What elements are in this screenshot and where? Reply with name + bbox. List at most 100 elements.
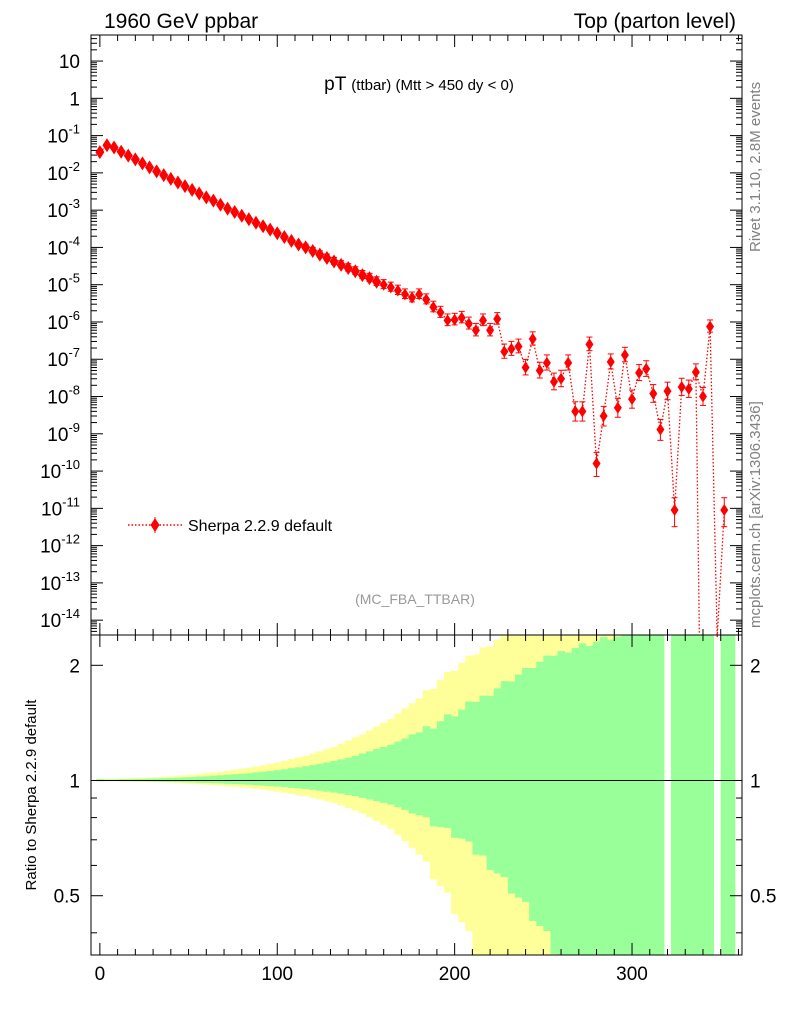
data-point — [364, 271, 374, 286]
data-point — [230, 205, 240, 220]
data-marker — [471, 324, 480, 337]
y-tick-base: 10 — [47, 388, 68, 409]
data-point — [315, 247, 325, 262]
data-point — [684, 379, 693, 398]
data-point — [322, 251, 332, 266]
data-point — [357, 268, 367, 283]
ratio-panel: 0.5 0.5 1 1 2 2 0 100 200 300 Ratio to Sherpa 2.2… — [23, 634, 776, 985]
data-point — [486, 322, 495, 337]
data-point — [500, 343, 509, 359]
y-tick-base: 10 — [47, 425, 68, 446]
data-marker — [422, 293, 431, 306]
data-marker — [116, 144, 126, 159]
y-tick-label: 10-10 — [40, 457, 80, 483]
y-tick-exponent: -1 — [68, 122, 80, 137]
y-tick-exponent: -7 — [68, 345, 80, 360]
data-marker — [350, 264, 360, 279]
y-tick-label: 10-7 — [47, 345, 80, 371]
data-point — [265, 222, 275, 237]
data-point — [422, 293, 431, 306]
data-point — [599, 405, 608, 427]
data-marker — [613, 401, 622, 414]
data-marker — [265, 222, 275, 237]
data-point — [606, 353, 615, 370]
data-point — [635, 364, 644, 382]
data-point — [95, 145, 105, 160]
legend: Sherpa 2.2.9 default — [128, 517, 333, 535]
data-point — [642, 360, 651, 377]
data-marker — [315, 247, 325, 262]
data-marker — [336, 257, 346, 272]
data-marker — [564, 356, 573, 369]
y-tick-base: 10 — [40, 611, 61, 632]
data-point — [436, 305, 445, 319]
data-marker — [223, 201, 233, 216]
data-marker — [549, 375, 558, 388]
band-stat-bin — [238, 773, 246, 785]
y-tick-label: 10-9 — [47, 420, 80, 446]
data-marker — [443, 314, 452, 327]
data-point — [223, 201, 233, 216]
y-tick-exponent: -9 — [68, 420, 80, 435]
data-marker — [343, 261, 353, 276]
data-point — [272, 226, 282, 241]
series-line — [99, 144, 725, 638]
x-tick-label: 100 — [261, 964, 293, 985]
data-point — [720, 497, 729, 528]
header-right: Top (parton level) — [574, 10, 736, 33]
data-point — [670, 497, 679, 528]
data-marker — [493, 313, 502, 326]
ratio-axes: 0.5 0.5 1 1 2 2 0 100 200 300 — [54, 634, 776, 985]
data-marker — [408, 291, 417, 304]
data-marker — [258, 219, 268, 234]
data-point — [493, 312, 502, 326]
data-marker — [215, 197, 225, 212]
data-point — [691, 363, 700, 381]
band-stat-bin — [500, 681, 509, 878]
data-marker — [301, 240, 311, 255]
series-line-dip — [695, 372, 701, 638]
y-tick-base: 10 — [40, 574, 61, 595]
data-point — [215, 197, 225, 212]
data-marker — [415, 288, 424, 301]
band-stat-bin — [358, 753, 367, 798]
data-marker — [706, 320, 715, 333]
band-stat-bin — [167, 777, 175, 783]
data-point — [201, 190, 211, 205]
data-marker — [329, 254, 339, 269]
y-tick-base: 10 — [40, 537, 61, 558]
band-stat-bin — [302, 766, 310, 790]
data-point — [663, 381, 672, 401]
y-tick-label: 10-8 — [47, 383, 80, 409]
band-stat-bin — [543, 655, 551, 931]
rivet-label: Rivet 3.1.10, 2.8M events — [747, 82, 764, 252]
band-stat-bin — [635, 635, 644, 955]
band-stat-bin — [408, 734, 417, 814]
mcplots-label: mcplots.cern.ch [arXiv:1306.3436] — [747, 401, 764, 628]
data-point — [152, 164, 162, 179]
band-stat-bin — [529, 668, 537, 922]
data-marker — [698, 390, 707, 403]
ratio-bands — [96, 635, 736, 955]
data-marker — [684, 382, 693, 395]
main-title-main: pT — [324, 74, 347, 95]
band-stat-bin — [174, 777, 182, 783]
data-marker — [109, 140, 119, 155]
y-tick-label: 10-6 — [47, 308, 80, 334]
data-point — [294, 237, 304, 252]
ratio-y-tick-label-right: 2 — [750, 656, 761, 677]
data-marker — [628, 393, 637, 406]
data-point — [329, 254, 339, 269]
data-point — [464, 316, 473, 330]
y-tick-exponent: -5 — [68, 271, 80, 286]
band-stat-bin — [231, 774, 239, 785]
data-marker — [393, 284, 402, 297]
band-stat-bin — [266, 770, 275, 787]
data-point — [429, 300, 438, 314]
y-tick-exponent: -14 — [61, 606, 80, 621]
band-stat-bin — [564, 652, 573, 955]
data-point — [706, 319, 715, 333]
data-marker — [237, 208, 247, 223]
data-marker — [386, 281, 395, 294]
